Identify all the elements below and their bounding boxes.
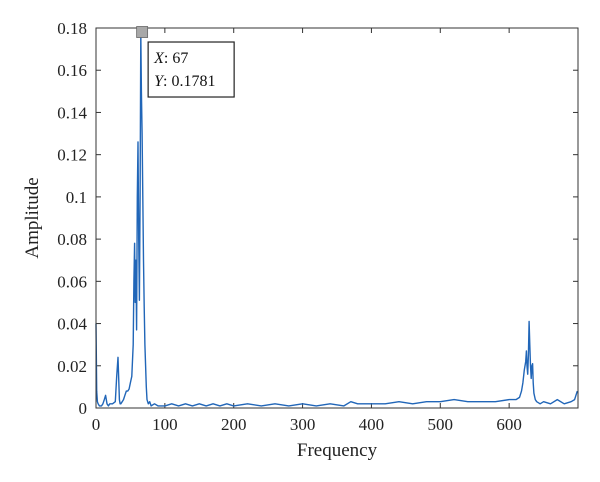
datatip-y-value: 0.1781 — [171, 73, 215, 90]
y-tick-label: 0.14 — [57, 103, 87, 122]
datatip-box — [147, 41, 235, 98]
y-axis-label: Amplitude — [22, 177, 43, 258]
x-tick-label: 400 — [359, 415, 385, 434]
x-tick-label: 500 — [428, 415, 454, 434]
datatip-x-label: X — [153, 50, 165, 67]
y-tick-label: 0.18 — [57, 19, 87, 38]
datatip-x-separator: : — [164, 50, 172, 67]
y-axis-ticks: 0 0.02 0.04 0.06 0.08 0.1 0.12 0.14 0.16 0.18 — [57, 19, 578, 418]
x-tick-label: 600 — [496, 415, 522, 434]
x-tick-label: 100 — [152, 415, 178, 434]
datatip-y-line: Y: 0.1781 — [154, 73, 215, 90]
datatip-y-label: Y — [154, 73, 165, 90]
x-tick-label: 300 — [290, 415, 316, 434]
y-tick-label: 0.04 — [57, 315, 87, 334]
datatip[interactable]: X: 67 Y: 0.1781 — [136, 26, 235, 98]
y-tick-label: 0.02 — [57, 357, 87, 376]
y-tick-label: 0 — [79, 399, 88, 418]
y-tick-label: 0.06 — [57, 272, 87, 291]
y-tick-label: 0.12 — [57, 146, 87, 165]
x-axis-ticks: 0 100 200 300 400 500 600 — [92, 28, 522, 434]
x-axis-label: Frequency — [297, 440, 378, 461]
y-tick-label: 0.1 — [66, 188, 87, 207]
datatip-x-value: 67 — [172, 50, 188, 67]
datatip-y-separator: : — [163, 73, 171, 90]
y-tick-label: 0.08 — [57, 230, 87, 249]
datatip-x-line: X: 67 — [153, 50, 188, 67]
x-tick-label: 200 — [221, 415, 247, 434]
x-tick-label: 0 — [92, 415, 101, 434]
datatip-marker[interactable] — [136, 26, 149, 38]
y-tick-label: 0.16 — [57, 61, 87, 80]
plot-frame — [95, 27, 579, 409]
series-line — [95, 31, 578, 407]
